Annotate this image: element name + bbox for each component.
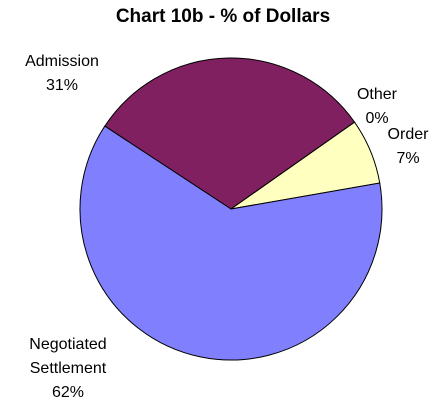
category-label: Order xyxy=(387,126,429,143)
value-label: 31% xyxy=(45,77,79,94)
category-label: Negotiated Settlement xyxy=(29,336,107,377)
chart-title: Chart 10b - % of Dollars xyxy=(115,6,331,27)
value-label: 0% xyxy=(365,110,389,127)
pie-slice xyxy=(79,125,383,361)
value-label: 7% xyxy=(396,150,420,167)
slice-label: Order 7% xyxy=(353,123,446,171)
category-label: Admission xyxy=(25,53,99,70)
pie-slice xyxy=(104,57,356,210)
slice-label: Admission 31% xyxy=(7,50,117,98)
slice-label: Other 0% xyxy=(322,83,432,131)
category-label: Other xyxy=(356,86,397,103)
value-label: 62% xyxy=(51,384,85,401)
slice-label: Negotiated Settlement 62% xyxy=(18,333,118,404)
